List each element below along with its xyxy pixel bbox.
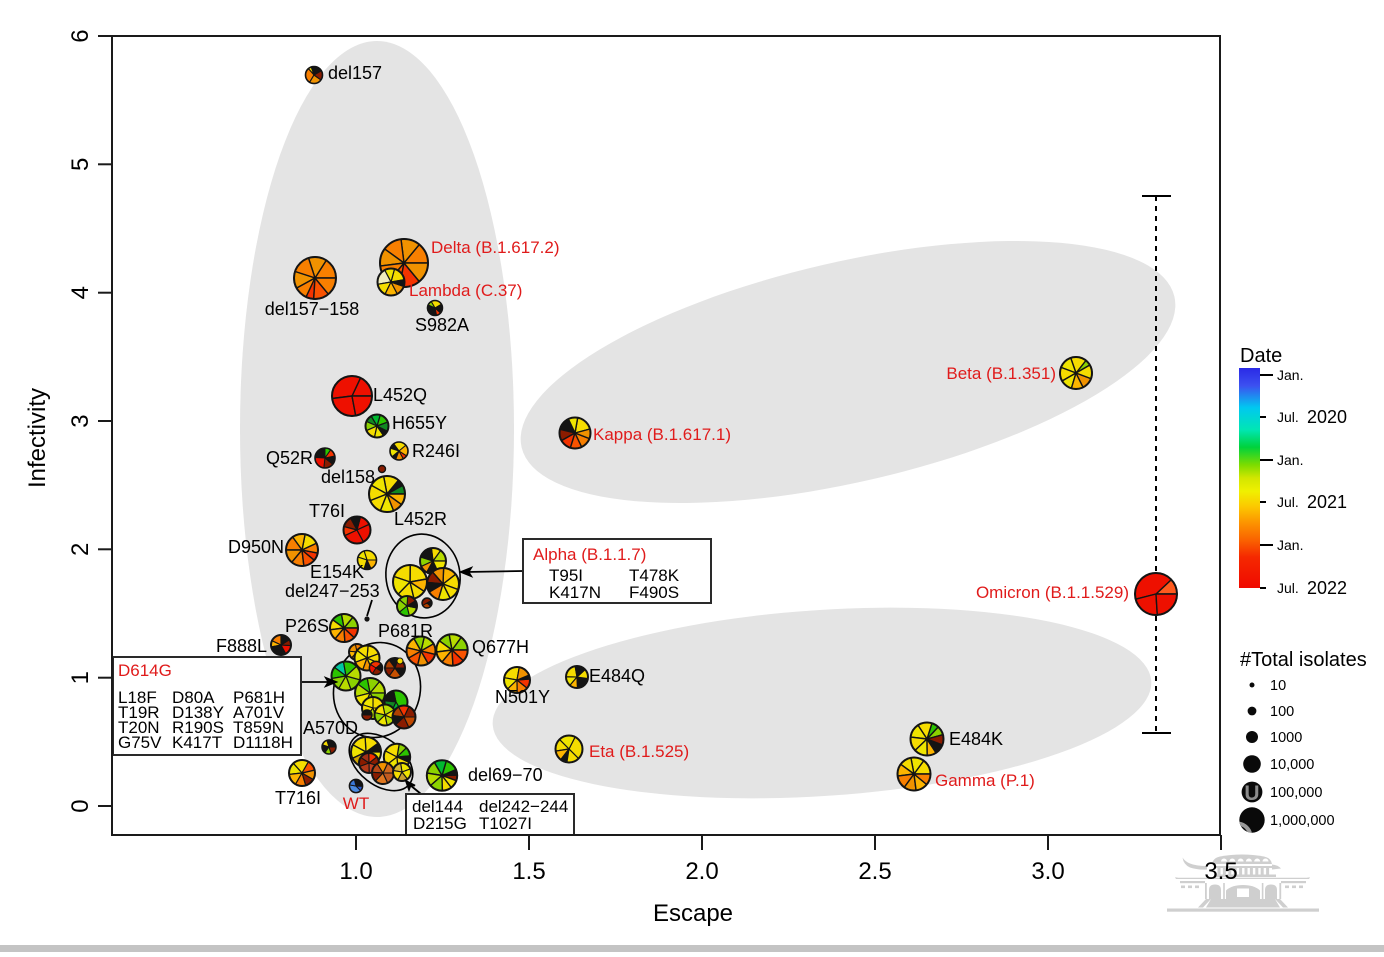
svg-text:Jan.: Jan. [1277, 537, 1303, 553]
svg-text:F490S: F490S [629, 583, 679, 602]
svg-text:N501Y: N501Y [495, 687, 550, 707]
svg-text:A701V: A701V [233, 703, 285, 722]
svg-text:Date: Date [1240, 345, 1282, 367]
svg-text:WT: WT [343, 794, 369, 813]
svg-text:T20N: T20N [118, 718, 160, 737]
svg-text:Eta (B.1.525): Eta (B.1.525) [589, 742, 689, 761]
svg-text:T95I: T95I [549, 566, 583, 585]
svg-text:100: 100 [1270, 704, 1294, 720]
svg-text:Lambda (C.37): Lambda (C.37) [409, 281, 522, 300]
svg-text:E484Q: E484Q [589, 666, 645, 686]
svg-text:del158: del158 [321, 467, 375, 487]
svg-text:Jan.: Jan. [1277, 452, 1303, 468]
svg-text:Beta (B.1.351): Beta (B.1.351) [946, 364, 1056, 383]
svg-text:del157: del157 [328, 63, 382, 83]
svg-text:T1027I: T1027I [479, 814, 532, 833]
svg-text:2020: 2020 [1307, 407, 1347, 427]
svg-text:A570D: A570D [303, 718, 358, 738]
svg-text:6: 6 [67, 29, 94, 42]
svg-text:3: 3 [67, 414, 94, 427]
svg-text:D138Y: D138Y [172, 703, 224, 722]
svg-text:2: 2 [67, 543, 94, 556]
svg-text:2021: 2021 [1307, 492, 1347, 512]
svg-text:Omicron (B.1.1.529): Omicron (B.1.1.529) [976, 583, 1129, 602]
svg-text:Alpha (B.1.1.7): Alpha (B.1.1.7) [533, 545, 646, 564]
svg-text:del242−244: del242−244 [479, 797, 568, 816]
svg-text:T76I: T76I [309, 501, 345, 521]
svg-text:L452Q: L452Q [373, 385, 427, 405]
svg-text:2022: 2022 [1307, 578, 1347, 598]
svg-text:Jul.: Jul. [1277, 409, 1299, 425]
svg-text:10: 10 [1270, 678, 1286, 694]
svg-text:D950N: D950N [228, 537, 284, 557]
svg-text:E154K: E154K [310, 562, 364, 582]
svg-text:R246I: R246I [412, 441, 460, 461]
svg-text:P26S: P26S [285, 616, 329, 636]
svg-text:H655Y: H655Y [392, 413, 447, 433]
svg-text:Jul.: Jul. [1277, 580, 1299, 596]
svg-text:F888L: F888L [216, 636, 267, 656]
svg-text:1: 1 [67, 671, 94, 684]
svg-text:S982A: S982A [415, 315, 469, 335]
svg-text:1.5: 1.5 [512, 858, 545, 885]
svg-text:T859N: T859N [233, 718, 284, 737]
svg-text:Escape: Escape [653, 900, 733, 927]
svg-text:del247−253: del247−253 [285, 581, 380, 601]
svg-text:del157−158: del157−158 [265, 299, 360, 319]
svg-text:K417N: K417N [549, 583, 601, 602]
svg-text:T478K: T478K [629, 566, 680, 585]
svg-text:Q52R: Q52R [266, 448, 313, 468]
svg-text:Q677H: Q677H [472, 637, 529, 657]
svg-text:del69−70: del69−70 [468, 765, 543, 785]
svg-text:T716I: T716I [275, 788, 321, 808]
svg-text:L18F: L18F [118, 688, 157, 707]
svg-text:K417T: K417T [172, 733, 222, 752]
svg-text:Jul.: Jul. [1277, 494, 1299, 510]
svg-text:1.0: 1.0 [339, 858, 372, 885]
svg-text:100,000: 100,000 [1270, 785, 1322, 801]
svg-text:T19R: T19R [118, 703, 160, 722]
svg-text:Gamma (P.1): Gamma (P.1) [935, 771, 1035, 790]
svg-text:Kappa (B.1.617.1): Kappa (B.1.617.1) [593, 425, 731, 444]
svg-text:4: 4 [67, 286, 94, 299]
svg-text:G75V: G75V [118, 733, 162, 752]
svg-text:0: 0 [67, 799, 94, 812]
svg-text:P681R: P681R [378, 621, 433, 641]
svg-text:2.0: 2.0 [685, 858, 718, 885]
svg-text:U: U [1244, 782, 1259, 805]
svg-text:3.5: 3.5 [1204, 858, 1237, 885]
svg-text:10,000: 10,000 [1270, 757, 1314, 773]
svg-text:D614G: D614G [118, 661, 172, 680]
svg-text:Jan.: Jan. [1277, 367, 1303, 383]
svg-text:del144: del144 [412, 797, 463, 816]
svg-text:L452R: L452R [394, 509, 447, 529]
svg-text:#Total isolates: #Total isolates [1240, 649, 1367, 671]
svg-text:3.0: 3.0 [1031, 858, 1064, 885]
svg-text:5: 5 [67, 158, 94, 171]
svg-text:Delta (B.1.617.2): Delta (B.1.617.2) [431, 238, 560, 257]
svg-text:D215G: D215G [413, 814, 467, 833]
svg-text:Infectivity: Infectivity [24, 388, 51, 488]
svg-text:D80A: D80A [172, 688, 215, 707]
svg-text:R190S: R190S [172, 718, 224, 737]
svg-text:D1118H: D1118H [233, 733, 293, 752]
svg-text:1,000,000: 1,000,000 [1270, 813, 1335, 829]
svg-text:2.5: 2.5 [858, 858, 891, 885]
svg-text:P681H: P681H [233, 688, 285, 707]
svg-text:1000: 1000 [1270, 730, 1302, 746]
svg-text:E484K: E484K [949, 729, 1003, 749]
